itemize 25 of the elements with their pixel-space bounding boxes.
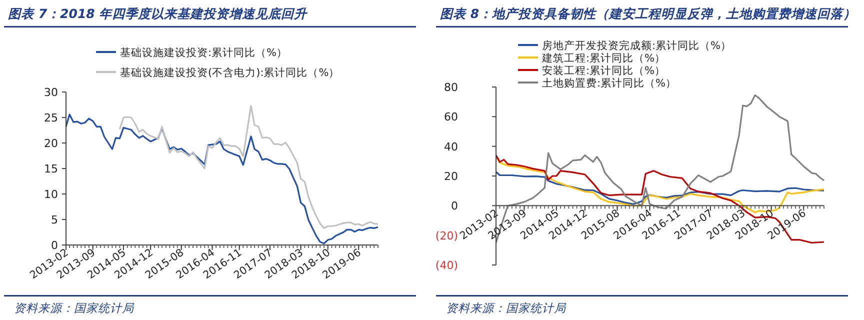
y-tick-label: 60 <box>444 110 458 124</box>
y-tick-label: 10 <box>44 188 58 201</box>
text: 资料来源：国家统计局 <box>14 301 135 315</box>
line-series <box>118 104 379 229</box>
y-tick-label: (40) <box>435 259 458 272</box>
y-tick-label: 0 <box>451 200 458 213</box>
text: 资料来源：国家统计局 <box>446 301 567 315</box>
y-tick-label: 30 <box>44 86 58 99</box>
chart-title: 图表 8：地产投资具备韧性（建安工程明显反弹，土地购置费增速回落） <box>440 6 856 21</box>
legend-label: 土地购置费:累计同比（%） <box>542 76 677 90</box>
y-tick-label: 40 <box>444 140 458 154</box>
y-tick-label: 0 <box>51 239 58 252</box>
legend-label: 建筑工程:累计同比（%） <box>541 52 666 64</box>
legend-label: 基础设施建设投资:累计同比（%） <box>120 46 288 59</box>
chart-title: 图表 7：2018 年四季度以来基建投资增速见底回升 <box>8 6 308 21</box>
y-tick-label: 80 <box>444 81 458 94</box>
legend-label: 基础设施建设投资(不含电力):累计同比（%） <box>120 66 340 79</box>
y-tick-label: 20 <box>44 137 58 150</box>
legend-label: 安装工程:累计同比（%） <box>542 64 666 77</box>
y-tick-label: 20 <box>444 170 458 183</box>
y-tick-label: 5 <box>51 214 58 226</box>
legend-label: 房地产开发投资完成额:累计同比（%） <box>542 39 732 52</box>
y-tick-label: 15 <box>44 162 58 176</box>
y-tick-label: 25 <box>44 112 58 124</box>
y-tick-label: (20) <box>435 229 458 242</box>
